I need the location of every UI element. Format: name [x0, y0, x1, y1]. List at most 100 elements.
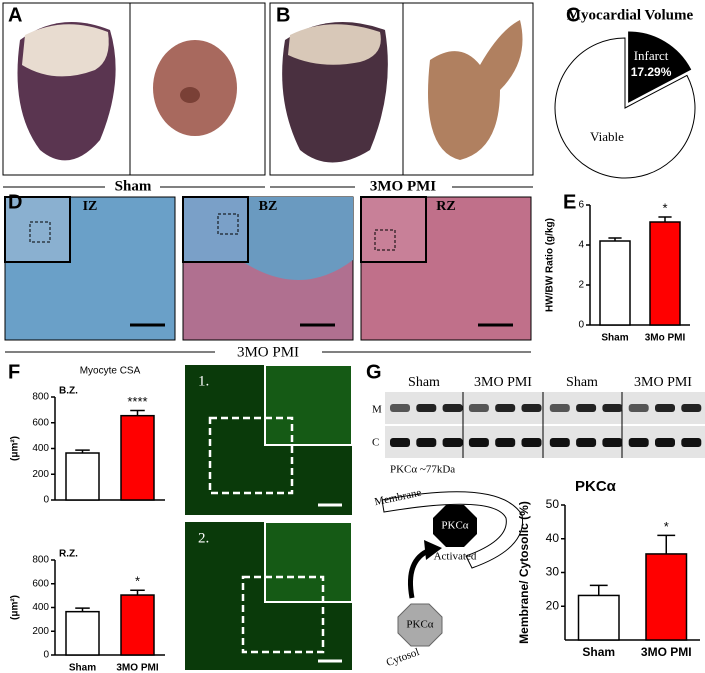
error-bar: [75, 449, 90, 454]
y-tick-label: 50: [546, 497, 560, 511]
x-tick-label: Sham: [69, 663, 96, 673]
slice-value: 17.29%: [631, 65, 672, 79]
y-tick-label: 30: [546, 565, 560, 579]
bar: [65, 610, 100, 656]
y-tick-label: 800: [32, 392, 49, 403]
blot-group: 3MO PMI: [474, 375, 532, 390]
y-tick-label: 0: [43, 495, 49, 506]
region-label: BZ: [259, 199, 278, 214]
error-bar: [608, 237, 622, 241]
chart-subtitle: R.Z.: [59, 549, 78, 560]
error-bar: [658, 216, 672, 222]
band: [576, 438, 597, 447]
bar: [120, 414, 155, 501]
band: [655, 438, 675, 447]
bar: [120, 594, 155, 656]
panel-letter: B: [276, 4, 290, 26]
caption: Sham: [115, 178, 152, 194]
slice-label: Infarct: [634, 48, 669, 63]
inset: [360, 196, 427, 263]
bar: [599, 240, 631, 326]
inset: [182, 196, 249, 263]
slice-label: Viable: [590, 129, 624, 144]
diagram-label: PKCα: [441, 520, 468, 532]
band: [468, 404, 489, 412]
y-tick-label: 200: [32, 626, 49, 637]
inset: [264, 364, 353, 446]
band: [549, 438, 570, 447]
y-tick-label: 40: [546, 531, 560, 545]
bar: [649, 221, 681, 326]
heart-photo: [22, 24, 109, 77]
y-tick-label: 800: [32, 555, 49, 566]
membrane: [381, 491, 524, 569]
band: [390, 404, 410, 412]
band: [521, 438, 542, 447]
significance: ****: [127, 394, 147, 409]
caption: 3MO PMI: [237, 344, 299, 360]
slice-photo: [428, 20, 523, 160]
band: [681, 438, 702, 447]
x-tick-label: 3MO PMI: [116, 663, 158, 673]
panel-letter: D: [8, 191, 22, 213]
error-bar: [75, 607, 90, 612]
chart-subtitle: B.Z.: [59, 386, 78, 397]
inset: [4, 196, 71, 263]
band: [549, 404, 570, 412]
band: [442, 438, 463, 447]
band: [521, 404, 542, 412]
blot-group: Sham: [408, 375, 440, 390]
blot-bands: [390, 404, 702, 447]
zoom-box: [208, 416, 294, 495]
band: [442, 404, 463, 412]
histology-image: [360, 196, 532, 341]
pie-slice: [554, 37, 696, 179]
panel-letter: G: [366, 361, 382, 383]
band: [602, 404, 623, 412]
error-bar: [130, 589, 145, 596]
band: [628, 438, 649, 447]
x-tick-label: 3MO PMI: [641, 645, 692, 659]
y-tick-label: 0: [43, 650, 49, 661]
diagram-label: Activated: [434, 551, 477, 563]
band: [655, 404, 675, 412]
band: [602, 438, 623, 447]
bar: [65, 452, 100, 501]
image-label: 1.: [198, 373, 209, 389]
error-bar: [130, 409, 145, 416]
y-tick-label: 600: [32, 578, 49, 589]
band: [468, 438, 489, 447]
band: [681, 404, 702, 412]
blot-row: C: [372, 437, 379, 449]
blot-row: M: [372, 404, 382, 416]
x-tick-label: Sham: [582, 645, 615, 659]
y-tick-label: 4: [578, 240, 584, 251]
y-axis-label: (μm²): [10, 436, 21, 461]
region-label: IZ: [83, 199, 98, 214]
active-kinase: [433, 505, 477, 547]
band: [416, 438, 437, 447]
arrow-head: [424, 540, 442, 560]
zoom-box: [241, 575, 325, 654]
y-axis-label: HW/BW Ratio (g/kg): [545, 218, 556, 312]
histology-image: [240, 197, 353, 280]
y-tick-label: 600: [32, 417, 49, 428]
band: [576, 404, 597, 412]
band: [390, 438, 410, 447]
bar: [645, 553, 688, 641]
region-label: RZ: [436, 199, 455, 214]
caption: 3MO PMI: [370, 178, 436, 194]
y-tick-label: 2: [578, 280, 584, 291]
inactive-kinase: [397, 603, 443, 647]
y-tick-label: 0: [578, 320, 584, 331]
panel-letter: F: [8, 361, 20, 383]
significance: *: [664, 519, 669, 534]
histology: [4, 196, 532, 341]
zoom-box: [374, 229, 396, 251]
y-axis-label: (μm²): [10, 595, 21, 620]
band: [495, 404, 516, 412]
blot-group: 3MO PMI: [634, 375, 692, 390]
band: [628, 404, 649, 412]
x-tick-label: Sham: [601, 333, 628, 344]
